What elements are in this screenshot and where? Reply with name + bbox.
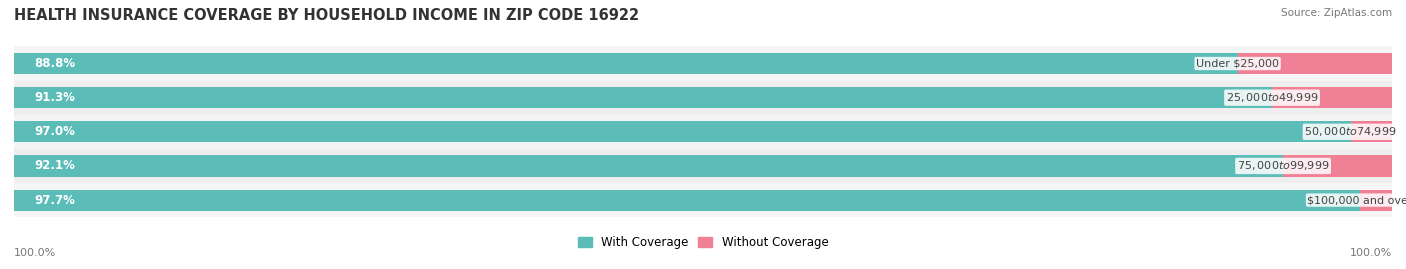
Text: 91.3%: 91.3% (35, 91, 76, 104)
Text: $100,000 and over: $100,000 and over (1308, 195, 1406, 205)
Text: HEALTH INSURANCE COVERAGE BY HOUSEHOLD INCOME IN ZIP CODE 16922: HEALTH INSURANCE COVERAGE BY HOUSEHOLD I… (14, 8, 640, 23)
Bar (1360, 189, 1392, 211)
Text: $50,000 to $74,999: $50,000 to $74,999 (1305, 125, 1396, 138)
Bar (14, 81, 1392, 115)
Bar (14, 115, 1392, 149)
Text: 97.7%: 97.7% (35, 194, 76, 207)
Legend: With Coverage, Without Coverage: With Coverage, Without Coverage (572, 231, 834, 254)
Bar (14, 121, 1351, 142)
Bar (14, 149, 1392, 183)
Text: 88.8%: 88.8% (35, 57, 76, 70)
Bar (14, 155, 1284, 176)
Bar (1237, 53, 1392, 74)
Bar (14, 189, 1360, 211)
Bar (14, 47, 1392, 81)
Bar (1272, 87, 1393, 108)
Bar (14, 53, 1237, 74)
Text: 100.0%: 100.0% (1350, 248, 1392, 258)
Text: 92.1%: 92.1% (35, 160, 76, 172)
Text: $25,000 to $49,999: $25,000 to $49,999 (1226, 91, 1319, 104)
Bar (1351, 121, 1392, 142)
Text: 100.0%: 100.0% (14, 248, 56, 258)
Text: $75,000 to $99,999: $75,000 to $99,999 (1237, 160, 1329, 172)
Bar (1284, 155, 1392, 176)
Text: 97.0%: 97.0% (35, 125, 76, 138)
Text: Source: ZipAtlas.com: Source: ZipAtlas.com (1281, 8, 1392, 18)
Bar (14, 183, 1392, 217)
Text: Under $25,000: Under $25,000 (1197, 59, 1279, 69)
Bar (14, 87, 1272, 108)
